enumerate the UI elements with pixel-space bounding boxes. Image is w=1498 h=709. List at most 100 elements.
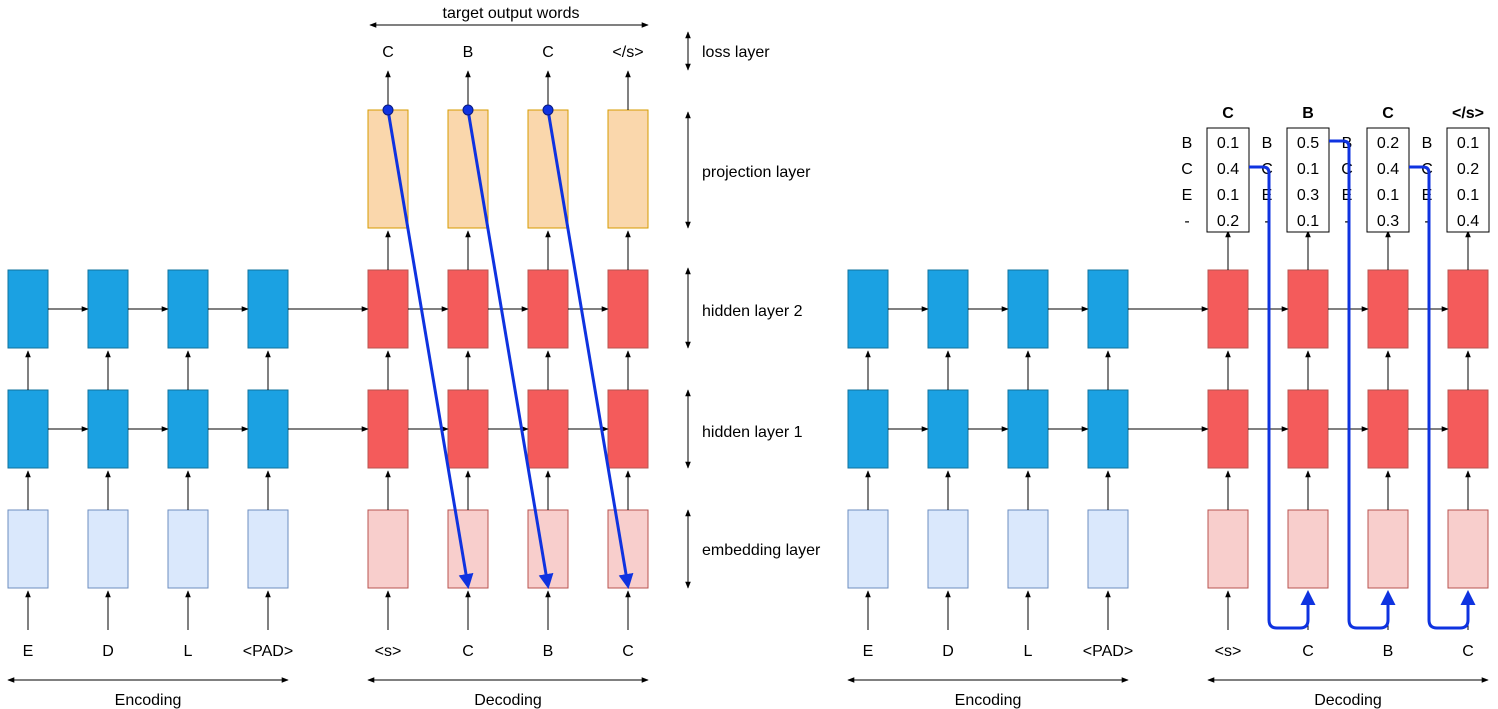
greedy-feedback-arrow <box>1249 165 1316 630</box>
prob-token-label: E <box>1262 187 1273 204</box>
teacher-forcing-arrow <box>546 109 634 589</box>
decoder-hidden2-cell <box>1367 269 1409 349</box>
decoder-embedding-cell <box>527 509 569 589</box>
decoder-embedding-cell <box>1287 509 1329 589</box>
decoder-input-token: <s> <box>1215 643 1242 660</box>
projection-cell <box>527 109 569 229</box>
layer-labels: loss layer projection layer hidden layer… <box>685 31 821 589</box>
prob-token-label: C <box>1181 161 1193 178</box>
decoder-input-token: C <box>1462 643 1474 660</box>
prob-value: 0.1 <box>1297 213 1319 230</box>
encoder-hidden1-cell <box>87 389 129 469</box>
prob-value: 0.4 <box>1377 161 1399 178</box>
decoder-embedding-cell <box>607 509 649 589</box>
prob-value: 0.4 <box>1457 213 1479 230</box>
teacher-forcing-source-dot <box>542 104 554 116</box>
decoder-hidden1-cell <box>447 389 489 469</box>
encoder-embedding-cell <box>1087 509 1129 589</box>
greedy-feedback-arrow <box>1409 165 1476 630</box>
decoder-embedding-cell <box>1447 509 1489 589</box>
decoder-hidden1-cell <box>527 389 569 469</box>
target-output-words-label: target output words <box>443 5 580 22</box>
prob-value: 0.1 <box>1217 187 1239 204</box>
decoder-hidden2-cell <box>447 269 489 349</box>
encoder-hidden1-cell <box>7 389 49 469</box>
prob-value: 0.3 <box>1297 187 1319 204</box>
prob-table-title: C <box>1222 105 1234 122</box>
decoder-hidden1-cell <box>1287 389 1329 469</box>
encoder-hidden2-cell <box>7 269 49 349</box>
output-token: C <box>382 44 394 61</box>
prob-value: 0.2 <box>1217 213 1239 230</box>
decoder-hidden1-cell <box>1367 389 1409 469</box>
teacher-forcing-source-dot <box>382 104 394 116</box>
decoder-hidden2-cell <box>607 269 649 349</box>
decoder-hidden2-cell <box>1207 269 1249 349</box>
prob-value: 0.4 <box>1217 161 1239 178</box>
decoder-embedding-cell <box>447 509 489 589</box>
encoder-input-token: <PAD> <box>1083 643 1133 660</box>
encoding-label: Encoding <box>115 692 182 709</box>
left-panel: E D L <PAD> <s> C C B B C C </s> Encoding Decoding <box>7 44 649 709</box>
prob-value: 0.1 <box>1377 187 1399 204</box>
prob-value: 0.2 <box>1377 135 1399 152</box>
decoder-input-token: C <box>1302 643 1314 660</box>
encoder-input-token: <PAD> <box>243 643 293 660</box>
output-token: </s> <box>612 44 643 61</box>
prob-value: 0.1 <box>1297 161 1319 178</box>
projection-cell <box>447 109 489 229</box>
teacher-forcing-arrow <box>466 109 554 589</box>
decoder-embedding-cell <box>367 509 409 589</box>
decoder-input-token: <s> <box>375 643 402 660</box>
encoder-input-token: E <box>23 643 34 660</box>
encoder-embedding-cell <box>7 509 49 589</box>
encoder-embedding-cell <box>847 509 889 589</box>
decoder-hidden2-cell <box>527 269 569 349</box>
prob-table-box <box>1206 127 1250 233</box>
prob-table-title: B <box>1302 105 1314 122</box>
prob-token-label: B <box>1422 135 1433 152</box>
encoder-hidden2-cell <box>167 269 209 349</box>
encoder-input-token: D <box>102 643 114 660</box>
decoder-input-token: B <box>1383 643 1394 660</box>
decoder-input-token: B <box>543 643 554 660</box>
output-token: C <box>542 44 554 61</box>
encoder-embedding-cell <box>1007 509 1049 589</box>
prob-token-label: E <box>1342 187 1353 204</box>
decoder-hidden1-cell <box>1447 389 1489 469</box>
prob-table-title: </s> <box>1452 105 1484 122</box>
prob-token-label: - <box>1424 213 1429 230</box>
encoder-input-token: E <box>863 643 874 660</box>
decoder-hidden2-cell <box>1287 269 1329 349</box>
prob-token-label: - <box>1344 213 1349 230</box>
encoding-label: Encoding <box>955 692 1022 709</box>
prob-token-label: - <box>1264 213 1269 230</box>
greedy-feedback-arrow <box>1329 139 1396 630</box>
encoder-embedding-cell <box>87 509 129 589</box>
prob-value: 0.2 <box>1457 161 1479 178</box>
prob-value: 0.1 <box>1457 135 1479 152</box>
encoder-hidden1-cell <box>1007 389 1049 469</box>
decoder-embedding-cell <box>1207 509 1249 589</box>
decoding-label: Decoding <box>1314 692 1382 709</box>
prob-token-label: B <box>1182 135 1193 152</box>
encoder-hidden1-cell <box>247 389 289 469</box>
encoder-hidden1-cell <box>847 389 889 469</box>
encoder-hidden2-cell <box>1007 269 1049 349</box>
hidden-layer-2-label: hidden layer 2 <box>702 303 803 320</box>
loss-layer-label: loss layer <box>702 44 770 61</box>
prob-value: 0.5 <box>1297 135 1319 152</box>
prob-token-label: - <box>1184 213 1189 230</box>
decoder-input-token: C <box>622 643 634 660</box>
prob-token-label: C <box>1341 161 1353 178</box>
prob-token-label: B <box>1262 135 1273 152</box>
decoding-label: Decoding <box>474 692 542 709</box>
prob-value: 0.3 <box>1377 213 1399 230</box>
target-output-words: target output words <box>369 5 649 28</box>
teacher-forcing-arrow <box>386 109 474 589</box>
encoder-hidden2-cell <box>1087 269 1129 349</box>
encoder-embedding-cell <box>167 509 209 589</box>
decoder-hidden2-cell <box>367 269 409 349</box>
